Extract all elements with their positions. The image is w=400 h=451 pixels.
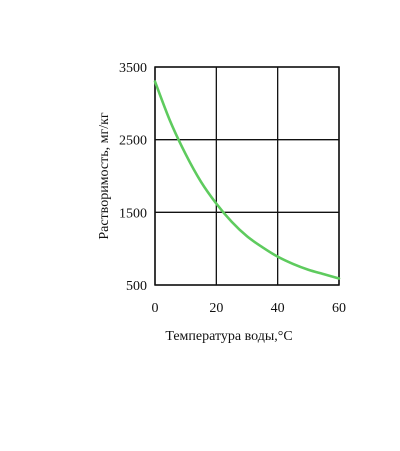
grid [154,66,340,286]
x-axis-label: Температура воды,°C [165,329,292,344]
y-tick-label-1: 1500 [119,206,147,221]
x-tick-label-2: 40 [271,301,285,316]
x-tick-label-3: 60 [332,301,346,316]
solubility-curve [153,80,341,280]
y-tick-label-2: 2500 [119,134,147,149]
x-tick-label-1: 20 [209,301,223,316]
x-tick-labels: 0 20 40 60 [152,301,347,316]
y-tick-label-0: 500 [126,279,147,294]
y-tick-label-3: 3500 [119,61,147,76]
y-axis-label: Растворимость, мг/кг [97,112,112,240]
x-tick-label-0: 0 [152,301,159,316]
y-tick-labels: 500 1500 2500 3500 [119,61,147,294]
plot-frame [154,66,340,286]
